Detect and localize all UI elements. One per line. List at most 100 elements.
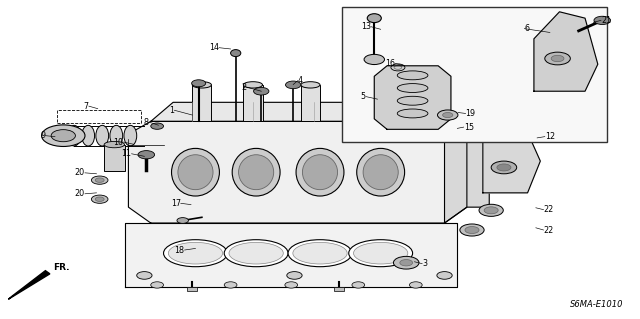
Ellipse shape: [301, 82, 320, 88]
Ellipse shape: [293, 242, 347, 264]
Ellipse shape: [164, 240, 227, 267]
Text: 20: 20: [75, 189, 85, 198]
Ellipse shape: [232, 148, 280, 196]
Ellipse shape: [168, 242, 223, 264]
Circle shape: [151, 282, 164, 288]
Circle shape: [437, 271, 452, 279]
Ellipse shape: [363, 155, 398, 190]
Text: 5: 5: [361, 92, 366, 101]
Circle shape: [51, 130, 76, 142]
Text: FR.: FR.: [53, 263, 70, 272]
Ellipse shape: [243, 82, 262, 88]
Ellipse shape: [229, 242, 284, 264]
Circle shape: [287, 271, 302, 279]
Circle shape: [95, 178, 104, 182]
Ellipse shape: [367, 14, 381, 23]
Text: 20: 20: [75, 168, 85, 177]
Circle shape: [224, 282, 237, 288]
Circle shape: [484, 207, 498, 214]
Circle shape: [92, 176, 108, 184]
Circle shape: [253, 87, 269, 95]
Polygon shape: [129, 122, 467, 223]
Ellipse shape: [353, 242, 408, 264]
Polygon shape: [483, 126, 540, 193]
Ellipse shape: [192, 82, 211, 88]
Circle shape: [285, 81, 301, 89]
Circle shape: [400, 260, 413, 266]
Text: 8: 8: [144, 117, 149, 127]
Ellipse shape: [230, 50, 241, 56]
Ellipse shape: [124, 125, 137, 146]
Text: 14: 14: [209, 43, 219, 52]
Text: 18: 18: [175, 246, 184, 255]
Text: 6: 6: [524, 24, 529, 33]
Circle shape: [491, 161, 516, 174]
Circle shape: [410, 282, 422, 288]
Circle shape: [413, 136, 425, 142]
Text: 9: 9: [40, 131, 45, 140]
Circle shape: [551, 55, 564, 62]
Text: 21: 21: [601, 16, 611, 25]
Bar: [192, 85, 211, 122]
Bar: [334, 287, 344, 291]
Circle shape: [95, 197, 104, 201]
Circle shape: [92, 195, 108, 203]
Ellipse shape: [110, 125, 123, 146]
Circle shape: [479, 204, 503, 216]
Text: 11: 11: [122, 149, 132, 158]
Bar: [352, 85, 371, 122]
Ellipse shape: [397, 109, 428, 118]
Bar: [187, 287, 197, 291]
Polygon shape: [445, 102, 489, 223]
Ellipse shape: [356, 148, 404, 196]
Ellipse shape: [172, 148, 220, 196]
Text: 17: 17: [171, 199, 180, 208]
Circle shape: [137, 271, 152, 279]
Bar: [243, 85, 262, 122]
Circle shape: [138, 151, 155, 159]
Text: 22: 22: [543, 226, 554, 234]
Ellipse shape: [349, 240, 413, 267]
Text: 15: 15: [464, 122, 474, 132]
Text: 1: 1: [170, 106, 174, 115]
Circle shape: [177, 218, 188, 223]
Circle shape: [443, 113, 453, 118]
Circle shape: [151, 123, 164, 129]
Ellipse shape: [239, 155, 274, 190]
Circle shape: [285, 282, 298, 288]
Text: 2: 2: [241, 83, 246, 92]
Ellipse shape: [296, 148, 344, 196]
Polygon shape: [374, 66, 451, 129]
Text: S6MA-E1010: S6MA-E1010: [570, 300, 623, 309]
Polygon shape: [125, 223, 458, 286]
Ellipse shape: [178, 155, 213, 190]
Circle shape: [352, 282, 365, 288]
Text: 16: 16: [385, 59, 396, 68]
Polygon shape: [534, 12, 598, 91]
Text: 3: 3: [422, 259, 427, 268]
Circle shape: [497, 164, 511, 171]
Text: 4: 4: [298, 76, 303, 85]
Ellipse shape: [397, 71, 428, 80]
Ellipse shape: [96, 125, 109, 146]
Text: 22: 22: [543, 205, 554, 214]
Circle shape: [594, 16, 611, 25]
Polygon shape: [8, 271, 50, 299]
Circle shape: [394, 256, 419, 269]
Ellipse shape: [82, 125, 95, 146]
Ellipse shape: [397, 84, 428, 93]
Bar: [104, 145, 125, 171]
Text: 19: 19: [466, 109, 476, 118]
Circle shape: [545, 52, 570, 65]
Circle shape: [42, 125, 85, 146]
Circle shape: [460, 224, 484, 236]
Ellipse shape: [224, 240, 288, 267]
Circle shape: [465, 226, 479, 234]
Text: 10: 10: [113, 137, 124, 146]
Bar: [342, 7, 607, 142]
Ellipse shape: [397, 96, 428, 105]
Ellipse shape: [303, 155, 337, 190]
Ellipse shape: [288, 240, 352, 267]
Ellipse shape: [352, 82, 371, 88]
Circle shape: [191, 80, 205, 87]
